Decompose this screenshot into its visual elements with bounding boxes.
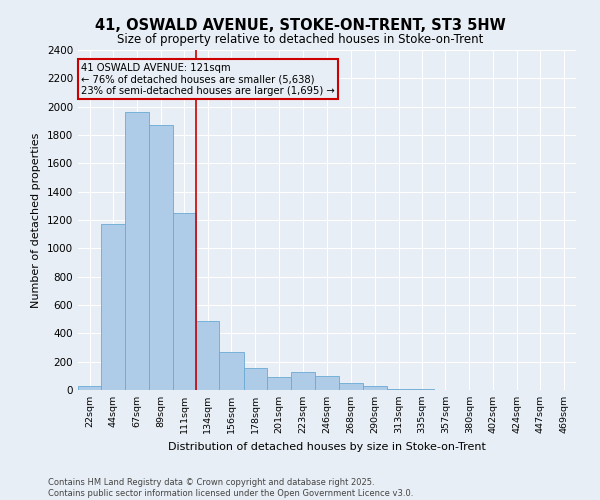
- Bar: [362, 386, 387, 390]
- Bar: [315, 376, 339, 390]
- Bar: [78, 386, 101, 390]
- Bar: [173, 213, 196, 390]
- Bar: [101, 224, 125, 390]
- X-axis label: Distribution of detached houses by size in Stoke-on-Trent: Distribution of detached houses by size …: [168, 442, 486, 452]
- Bar: [196, 320, 219, 390]
- Text: Contains HM Land Registry data © Crown copyright and database right 2025.
Contai: Contains HM Land Registry data © Crown c…: [48, 478, 413, 498]
- Text: 41 OSWALD AVENUE: 121sqm
← 76% of detached houses are smaller (5,638)
23% of sem: 41 OSWALD AVENUE: 121sqm ← 76% of detach…: [81, 62, 335, 96]
- Bar: [149, 125, 173, 390]
- Bar: [292, 372, 315, 390]
- Bar: [125, 112, 149, 390]
- Y-axis label: Number of detached properties: Number of detached properties: [31, 132, 41, 308]
- Bar: [339, 383, 362, 390]
- Text: Size of property relative to detached houses in Stoke-on-Trent: Size of property relative to detached ho…: [117, 32, 483, 46]
- Bar: [219, 352, 244, 390]
- Bar: [267, 376, 292, 390]
- Text: 41, OSWALD AVENUE, STOKE-ON-TRENT, ST3 5HW: 41, OSWALD AVENUE, STOKE-ON-TRENT, ST3 5…: [95, 18, 505, 32]
- Bar: [244, 368, 267, 390]
- Bar: [387, 388, 410, 390]
